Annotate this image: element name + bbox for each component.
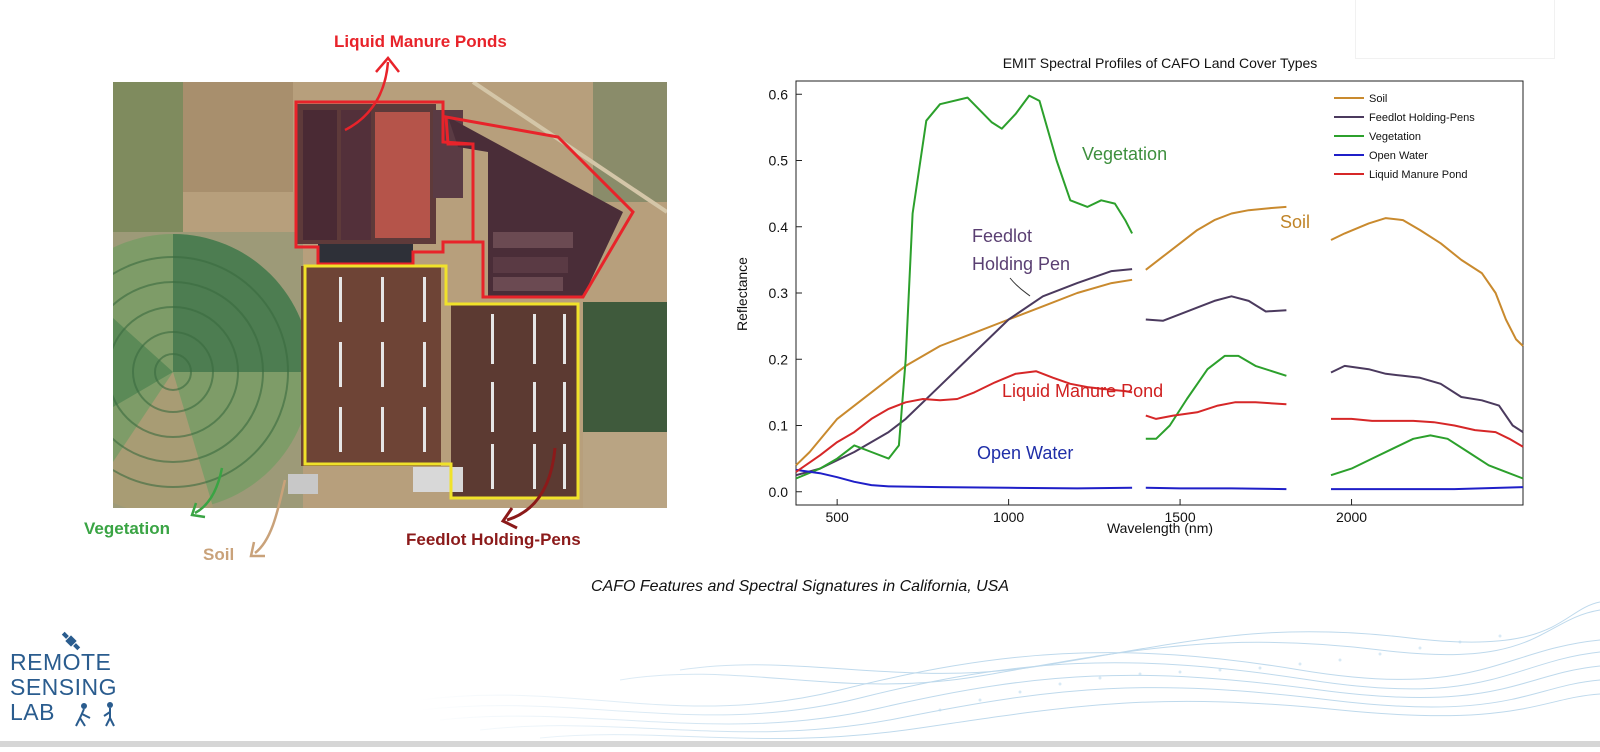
y-tick-label: 0.0 <box>769 484 789 500</box>
corner-frame <box>1355 0 1555 59</box>
annot-feedlot-line2: Holding Pen <box>972 254 1070 274</box>
series-line-vegetation-seg2 <box>1330 434 1524 480</box>
y-tick-label: 0.5 <box>769 153 789 169</box>
x-axis-label: Wavelength (nm) <box>1107 520 1213 536</box>
series-line-feedlot-holding-pens-seg1 <box>1145 295 1287 322</box>
y-axis-label: Reflectance <box>734 257 750 331</box>
series-line-vegetation-seg1 <box>1145 354 1287 440</box>
legend-label: Feedlot Holding-Pens <box>1369 112 1475 124</box>
bottom-bar <box>0 741 1600 747</box>
x-tick-label: 2000 <box>1336 509 1367 525</box>
series-line-soil-seg0 <box>795 278 1133 467</box>
x-tick-label: 500 <box>825 509 849 525</box>
label-vegetation: Vegetation <box>84 519 170 538</box>
y-axis: 0.0 0.1 0.2 0.3 0.4 0.5 0.6 <box>769 86 802 500</box>
figure-caption: CAFO Features and Spectral Signatures in… <box>591 578 1009 595</box>
y-tick-label: 0.3 <box>769 285 789 301</box>
series-line-open-water-seg0 <box>795 468 1133 490</box>
series-line-feedlot-holding-pens-seg0 <box>795 268 1133 477</box>
logo-line-1: REMOTE <box>10 649 112 675</box>
annot-feedlot-line1: Feedlot <box>972 226 1032 246</box>
logo-line-2: SENSING <box>10 674 118 700</box>
chart-title: EMIT Spectral Profiles of CAFO Land Cove… <box>1003 55 1318 71</box>
series-line-feedlot-holding-pens-seg2 <box>1330 364 1524 433</box>
annot-water: Open Water <box>977 443 1073 463</box>
y-tick-label: 0.1 <box>769 418 789 434</box>
series-line-soil-seg1 <box>1145 205 1287 271</box>
satellite-image <box>113 82 667 508</box>
series-line-vegetation-seg0 <box>795 94 1133 480</box>
center-pivot-field <box>113 234 311 508</box>
y-tick-label: 0.6 <box>769 86 789 102</box>
annot-soil: Soil <box>1280 212 1310 232</box>
annot-feedlot-pointer <box>1009 277 1031 297</box>
field-workers-icon <box>75 702 115 727</box>
x-tick-label: 1000 <box>993 509 1024 525</box>
series-line-open-water-seg1 <box>1145 486 1287 491</box>
y-tick-label: 0.2 <box>769 351 789 367</box>
legend-label: Open Water <box>1369 150 1428 162</box>
annot-pond: Liquid Manure Pond <box>1002 381 1163 401</box>
logo-line-3: LAB <box>10 699 55 725</box>
label-liquid-manure-ponds: Liquid Manure Ponds <box>334 32 507 51</box>
series-layer <box>795 94 1524 491</box>
label-feedlot-holding-pens: Feedlot Holding-Pens <box>406 530 581 549</box>
remote-sensing-lab-logo: REMOTE SENSING LAB <box>10 628 140 733</box>
series-line-liquid-manure-pond-seg1 <box>1145 401 1287 420</box>
series-line-soil-seg2 <box>1330 217 1524 347</box>
x-axis: 500 1000 1500 2000 <box>825 499 1367 525</box>
legend: Soil Feedlot Holding-Pens Vegetation Open W… <box>1334 93 1475 181</box>
legend-label: Vegetation <box>1369 131 1421 143</box>
annot-vegetation: Vegetation <box>1082 144 1167 164</box>
annotation-arrows <box>190 56 557 558</box>
series-line-liquid-manure-pond-seg2 <box>1331 417 1524 448</box>
legend-label: Soil <box>1369 93 1387 105</box>
y-tick-label: 0.4 <box>769 219 789 235</box>
legend-label: Liquid Manure Pond <box>1369 169 1467 181</box>
x-tick-label: 1500 <box>1164 509 1195 525</box>
background-data-wave <box>419 580 1600 747</box>
spectral-chart: EMIT Spectral Profiles of CAFO Land Cove… <box>734 55 1524 536</box>
series-line-open-water-seg2 <box>1331 486 1524 491</box>
satellite-icon <box>61 631 81 651</box>
label-soil: Soil <box>203 545 235 564</box>
series-line-liquid-manure-pond-seg0 <box>795 370 1133 473</box>
